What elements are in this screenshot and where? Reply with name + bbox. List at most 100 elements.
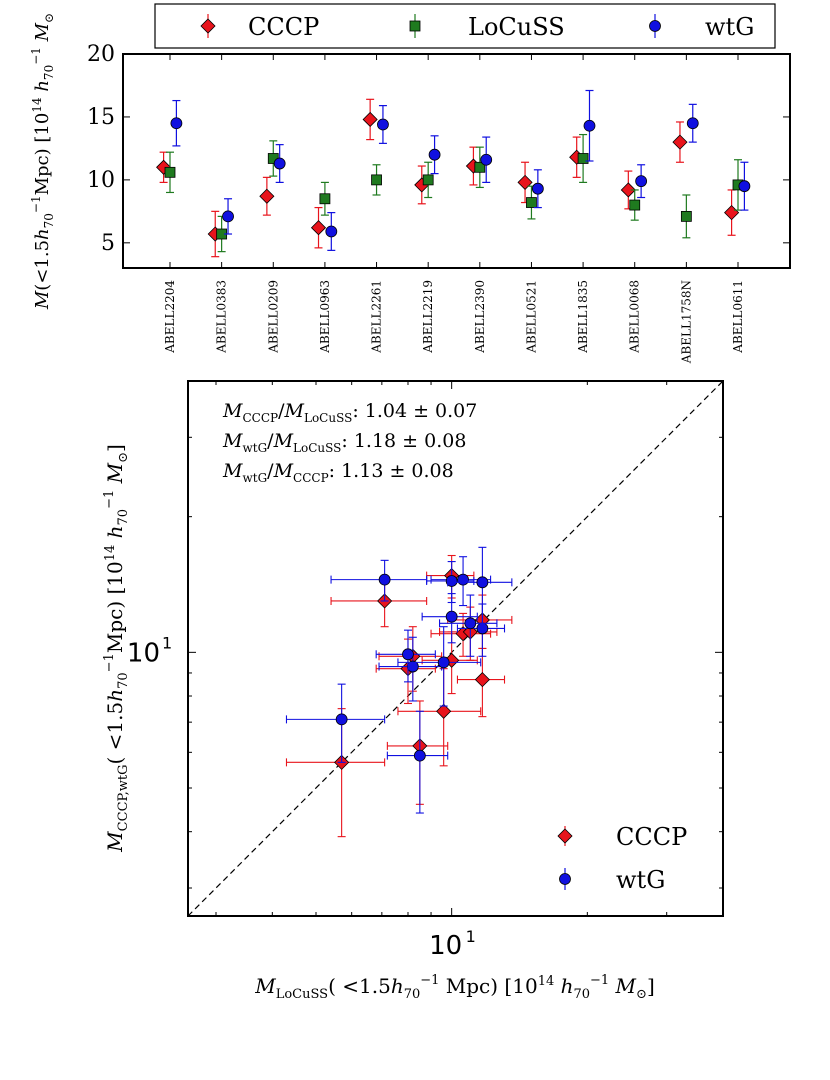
data-point-wtg <box>426 561 475 604</box>
data-point-wtg <box>273 144 286 183</box>
circle-marker <box>531 182 544 195</box>
x-tick-label: ABELL0209 <box>266 280 280 354</box>
top-legend-entry-wtg: wtG <box>649 13 754 41</box>
data-point-cccp <box>375 638 436 705</box>
data-point-locuss <box>216 215 228 253</box>
x-tick-label: ABELL0611 <box>731 280 745 354</box>
wtg-circle-icon <box>559 873 571 885</box>
bottom-legend-entry-cccp: CCCP <box>557 823 687 851</box>
data-point-cccp <box>310 206 327 249</box>
circle-marker <box>413 749 426 762</box>
circle-marker <box>583 119 596 132</box>
bottom-panel: 10 110 1 MCCCP/MLoCuSS: 1.04 ± 0.07 MwtG/M… <box>102 380 724 1002</box>
data-point-wtg <box>635 164 648 199</box>
bottom-legend-label: CCCP <box>616 823 687 851</box>
circle-marker <box>445 610 458 623</box>
bottom-panel-xlabel: MLoCuSS( <1.5h70−1 Mpc) [1014 h70−1 M⊙] <box>254 973 655 1002</box>
data-point-locuss <box>474 146 486 189</box>
ratio-annotation: MwtG/MCCCP: 1.13 ± 0.08 <box>222 460 454 485</box>
circle-marker <box>273 157 286 170</box>
circle-marker <box>635 175 648 188</box>
square-marker <box>577 153 589 164</box>
data-point-wtg <box>285 683 386 763</box>
data-point-locuss <box>577 133 589 183</box>
top-legend: CCCP LoCuSS wtG <box>154 3 776 49</box>
data-point-wtg <box>222 198 234 235</box>
y-tick-label: 15 <box>87 105 115 130</box>
square-marker <box>319 193 331 205</box>
data-point-cccp <box>330 577 428 628</box>
bottom-legend-label: wtG <box>616 866 665 894</box>
circle-marker <box>222 210 234 223</box>
x-tick-label: ABELL0068 <box>628 280 642 354</box>
data-point-cccp <box>397 668 482 767</box>
circle-marker <box>457 573 469 586</box>
circle-marker <box>686 117 699 130</box>
bottom-panel-frame <box>187 380 724 917</box>
top-panel-frame <box>122 53 791 269</box>
circle-marker <box>738 180 751 193</box>
square-marker <box>526 197 537 208</box>
data-point-wtg <box>386 710 449 814</box>
top-legend-label: wtG <box>705 13 754 41</box>
diamond-marker <box>620 182 636 198</box>
circle-marker <box>402 648 414 661</box>
square-marker <box>371 174 382 186</box>
data-point-wtg <box>686 103 699 143</box>
x-tick-label: ABELL2261 <box>370 280 384 354</box>
x-tick-label: ABELL0521 <box>524 280 538 354</box>
x-tick-exponent: 1 <box>466 927 476 946</box>
top-panel-marks <box>156 89 751 258</box>
x-tick-label: ABELL0963 <box>318 280 332 354</box>
square-marker <box>474 161 486 173</box>
data-point-cccp <box>517 161 533 204</box>
x-tick-label: ABELL2390 <box>473 280 487 354</box>
data-point-locuss <box>371 164 382 196</box>
circle-marker <box>325 225 338 238</box>
x-tick-label: 10 <box>429 931 462 961</box>
top-legend-entry-locuss: LoCuSS <box>409 13 565 41</box>
y-tick-label: 20 <box>87 42 115 67</box>
x-tick-label: ABELL1758N <box>679 280 693 364</box>
data-point-cccp <box>620 170 636 210</box>
top-panel-ylabel: M(<1.5h70−1Mpc) [1014 h70−1 M⊙ <box>29 13 56 310</box>
bottom-legend-entry-wtg: wtG <box>559 866 665 894</box>
data-point-locuss <box>422 161 434 199</box>
data-point-cccp <box>456 647 506 718</box>
data-point-cccp <box>724 189 740 236</box>
data-point-wtg <box>531 169 544 209</box>
data-point-wtg <box>447 546 513 626</box>
data-point-cccp <box>259 176 275 216</box>
circle-marker <box>428 148 441 161</box>
locuss-square-icon <box>409 20 421 32</box>
square-marker <box>629 199 641 211</box>
circle-marker <box>378 573 391 586</box>
bottom-panel-ticks: 10 110 1 <box>127 380 724 961</box>
diamond-marker <box>362 111 378 128</box>
top-legend-frame <box>154 3 776 49</box>
data-point-locuss <box>164 151 176 194</box>
square-marker <box>164 166 176 178</box>
circle-marker <box>437 656 450 669</box>
diamond-marker <box>672 134 688 150</box>
diamond-marker <box>724 205 740 221</box>
data-point-locuss <box>680 194 692 239</box>
x-tick-label: ABELL2204 <box>163 280 177 354</box>
data-point-cccp <box>447 594 513 650</box>
bottom-panel-ylabel: MCCCP,wtG( <1.5h70−1Mpc) [1014 h70−1 M⊙] <box>102 444 131 853</box>
data-point-wtg <box>480 136 493 183</box>
circle-marker <box>445 575 458 587</box>
one-to-one-dashed-line <box>187 380 724 917</box>
data-point-wtg <box>377 105 389 144</box>
circle-marker <box>170 117 183 130</box>
data-point-wtg <box>439 594 498 657</box>
top-panel: 5 10 15 20 ABELL2204 ABELL0383 ABELL0209 ABELL0… <box>29 13 791 364</box>
ratio-annotations: MCCCP/MLoCuSS: 1.04 ± 0.07 MwtG/MLoCuSS:… <box>222 400 477 485</box>
data-point-wtg <box>397 626 482 707</box>
square-marker <box>680 210 692 222</box>
wtg-circle-icon <box>649 20 661 32</box>
ratio-annotation: MwtG/MLoCuSS: 1.18 ± 0.08 <box>222 430 466 455</box>
top-panel-ticks: 5 10 15 20 ABELL2204 ABELL0383 ABELL0209 ABELL0… <box>87 42 790 364</box>
cccp-diamond-icon <box>200 18 216 34</box>
